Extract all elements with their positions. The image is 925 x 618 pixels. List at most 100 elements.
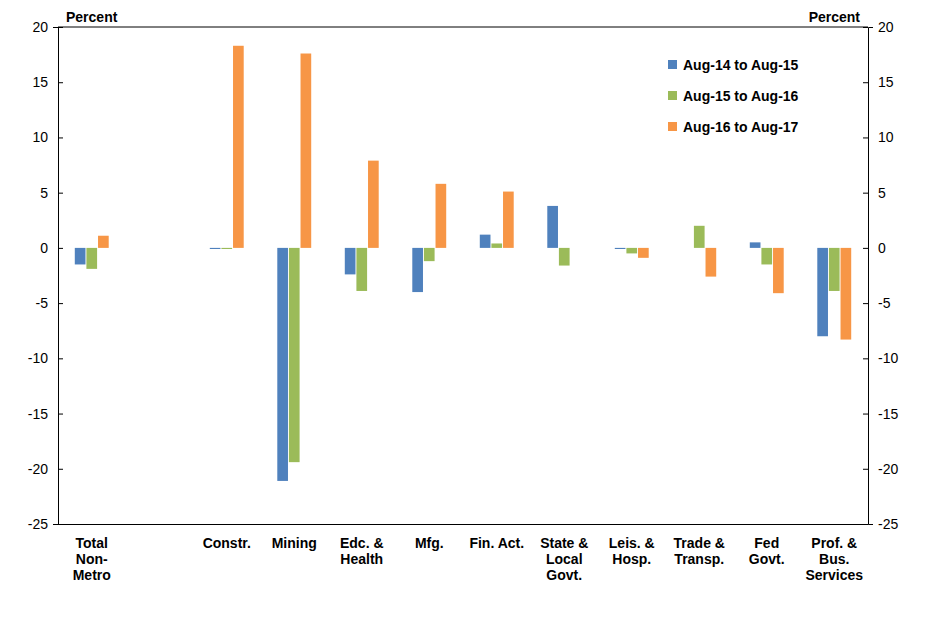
axis: -25-20-15-10-505101520 (863, 19, 898, 532)
label-line: Govt. (749, 551, 785, 567)
tick: Prof. &Bus.Services (805, 535, 863, 583)
bar (682, 247, 693, 248)
label-line: Local (546, 551, 583, 567)
tick: Leis. &Hosp. (609, 535, 655, 567)
tick-label: -25 (878, 516, 898, 532)
bar (86, 248, 97, 269)
label-line: Services (805, 567, 863, 583)
tick: Mfg. (415, 535, 444, 551)
bar (503, 192, 514, 248)
category-label: FedGovt. (749, 535, 785, 567)
tick: State &LocalGovt. (540, 535, 588, 583)
tick-mark (58, 137, 63, 138)
category-label: State &LocalGovt. (540, 535, 588, 583)
tick-mark (58, 303, 63, 304)
tick-mark (863, 137, 868, 138)
bar (750, 242, 761, 248)
bar (301, 54, 312, 248)
tick: Fin. Act. (469, 535, 524, 551)
legend-swatch (668, 91, 677, 100)
label-line: Fed (754, 535, 779, 551)
legend-item: Aug-16 to Aug-17 (668, 119, 799, 135)
tick: -20 (863, 461, 898, 477)
label-line: Bus. (819, 551, 849, 567)
bar (277, 248, 288, 481)
bar (638, 248, 649, 258)
label-line: Transp. (674, 551, 724, 567)
tick-label: 20 (878, 19, 894, 35)
bar (761, 248, 772, 265)
label-line: Non- (76, 551, 108, 567)
label-line: Leis. & (609, 535, 655, 551)
bar (345, 248, 356, 275)
label-line: Govt. (546, 567, 582, 583)
category-label: Leis. &Hosp. (609, 535, 655, 567)
bar (221, 248, 232, 249)
tick-mark (58, 27, 63, 28)
bar (706, 248, 717, 277)
tick: 15 (863, 74, 894, 90)
bar (75, 248, 86, 265)
tick-mark (863, 82, 868, 83)
category-label: Mfg. (415, 535, 444, 551)
tick-mark (863, 358, 868, 359)
bar (412, 248, 423, 292)
tick: FedGovt. (749, 535, 785, 567)
label-line: Hosp. (612, 551, 651, 567)
axis-title: Percent (809, 9, 861, 25)
legend-swatch (668, 60, 677, 69)
tick-mark (58, 414, 63, 415)
legend-label: Aug-16 to Aug-17 (683, 119, 799, 135)
legend-swatch (668, 122, 677, 131)
bar (829, 248, 840, 291)
label-line: Constr. (203, 535, 251, 551)
tick: 10 (32, 129, 63, 145)
legend-label: Aug-15 to Aug-16 (683, 88, 799, 104)
label-line: State & (540, 535, 588, 551)
bar (547, 206, 558, 248)
tick-mark (863, 303, 868, 304)
tick-mark (863, 193, 868, 194)
bar (571, 247, 582, 248)
tick: -10 (863, 350, 898, 366)
tick-label: 20 (32, 19, 48, 35)
category-label: Trade &Transp. (674, 535, 725, 567)
tick: -5 (863, 295, 891, 311)
bar (368, 161, 379, 248)
axis: -25-20-15-10-505101520 (28, 19, 63, 532)
bar (694, 226, 705, 248)
axis-title: Percent (66, 9, 118, 25)
bar (289, 248, 300, 462)
bar (841, 248, 852, 340)
tick-label: 15 (32, 74, 48, 90)
category-label: Edc. &Health (340, 535, 384, 567)
tick-label: -10 (878, 350, 898, 366)
tick-label: -20 (28, 461, 48, 477)
tick-label: 10 (32, 129, 48, 145)
tick: -20 (28, 461, 63, 477)
legend-label: Aug-14 to Aug-15 (683, 57, 799, 73)
tick-mark (58, 248, 63, 249)
tick-label: 5 (40, 185, 48, 201)
legend-item: Aug-15 to Aug-16 (668, 88, 799, 104)
bar (626, 248, 637, 254)
label-line: Fin. Act. (469, 535, 524, 551)
x-axis: TotalNon-MetroConstr.MiningEdc. &HealthM… (59, 525, 869, 584)
frame-top (58, 27, 868, 28)
tick-mark (58, 82, 63, 83)
bar (615, 248, 626, 249)
tick: Constr. (203, 535, 251, 551)
bars (75, 46, 851, 481)
category-label: Prof. &Bus.Services (805, 535, 863, 583)
tick: -10 (28, 350, 63, 366)
bar (436, 184, 447, 248)
bar (210, 248, 221, 249)
chart: -25-20-15-10-505101520-25-20-15-10-50510… (0, 0, 925, 618)
label-line: Trade & (674, 535, 725, 551)
tick-label: 10 (878, 129, 894, 145)
label-line: Health (340, 551, 383, 567)
legend-item: Aug-14 to Aug-15 (668, 57, 799, 73)
tick-mark (58, 469, 63, 470)
tick-label: -15 (878, 406, 898, 422)
tick: Mining (272, 535, 317, 551)
